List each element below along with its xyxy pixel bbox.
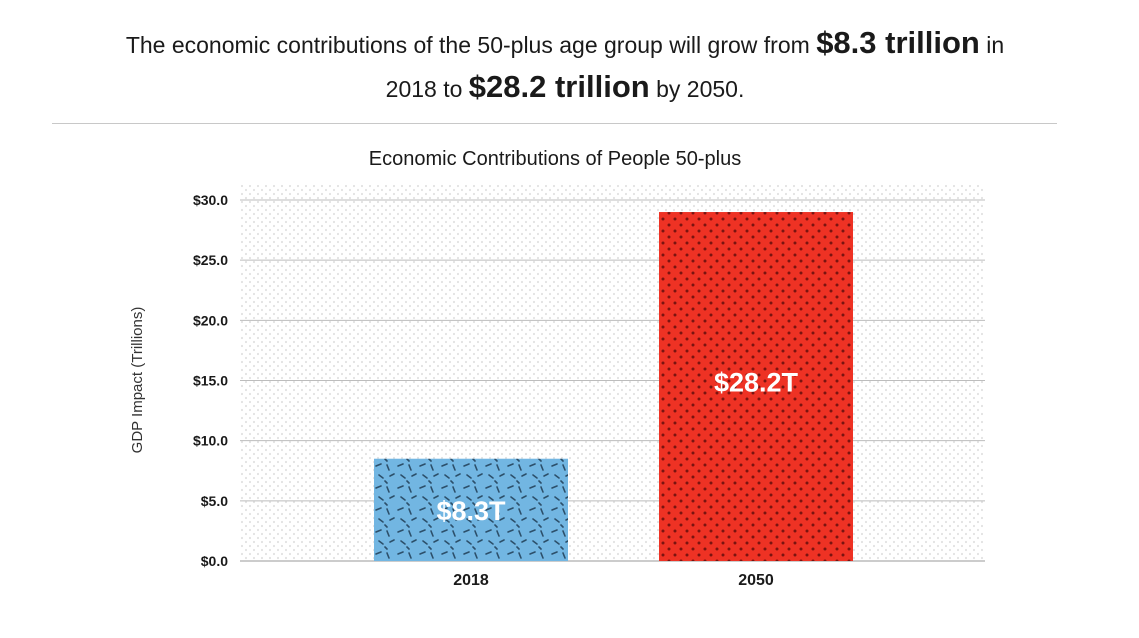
plot-background xyxy=(240,185,985,561)
grid-lines xyxy=(240,199,985,562)
bar-2018 xyxy=(374,458,568,561)
headline-part3: by 2050. xyxy=(649,76,745,102)
y-tick-label: $30.0 xyxy=(193,192,228,208)
headline-value-2018: $8.3 trillion xyxy=(816,25,980,60)
bar-2050 xyxy=(659,212,853,562)
x-axis-categories: 2018 2050 xyxy=(453,572,774,589)
y-tick-label: $25.0 xyxy=(193,252,228,268)
y-tick-label: $20.0 xyxy=(193,312,228,328)
y-tick-label: $5.0 xyxy=(201,493,228,509)
y-axis-title: GDP Impact (Trillions) xyxy=(129,307,146,454)
headline-value-2050: $28.2 trillion xyxy=(468,69,650,104)
divider xyxy=(52,123,1057,124)
data-label-2050: $28.2T xyxy=(714,368,799,398)
x-category-label: 2018 xyxy=(453,572,489,589)
y-tick-label: $15.0 xyxy=(193,373,228,389)
x-category-label: 2050 xyxy=(738,572,774,589)
headline: The economic contributions of the 50-plu… xyxy=(110,22,1020,110)
chart-title: Economic Contributions of People 50-plus xyxy=(368,148,742,170)
bars: $8.3T $28.2T xyxy=(374,212,853,562)
data-label-2018: $8.3T xyxy=(436,496,506,526)
y-tick-label: $0.0 xyxy=(201,553,228,569)
headline-part1: The economic contributions of the 50-plu… xyxy=(125,32,817,58)
headline-part2: in 2018 to xyxy=(385,32,1005,102)
y-axis-ticks: $0.0 $5.0 $10.0 $15.0 $20.0 $25.0 $30.0 xyxy=(193,192,228,569)
y-tick-label: $10.0 xyxy=(193,433,228,449)
